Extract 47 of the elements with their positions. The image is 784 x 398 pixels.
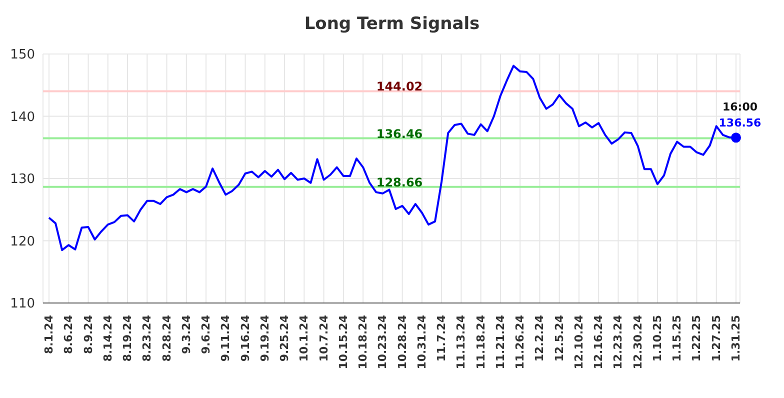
x-tick-label: 1.31.25 [730, 315, 742, 362]
x-tick-label: 1.27.25 [710, 315, 723, 362]
ref-line-label: 144.02 [376, 80, 423, 94]
x-tick-label: 12.10.24 [572, 314, 586, 370]
x-tick-label: 12.2.24 [533, 314, 546, 362]
x-tick-label: 10.31.24 [415, 314, 428, 370]
x-tick-label: 12.16.24 [592, 314, 606, 370]
x-tick-label: 11.21.24 [494, 314, 507, 370]
x-tick-label: 8.9.24 [82, 314, 95, 354]
x-tick-label: 10.18.24 [356, 314, 370, 370]
y-tick-label: 130 [10, 172, 35, 188]
x-tick-label: 8.28.24 [160, 314, 174, 362]
y-tick-label: 150 [10, 48, 35, 63]
x-tick-label: 12.23.24 [612, 314, 625, 370]
x-tick-label: 8.19.24 [121, 314, 134, 362]
annotation: 16:00 [722, 100, 758, 114]
x-tick-label: 10.1.24 [298, 314, 311, 362]
x-tick-label: 12.30.24 [631, 314, 644, 370]
x-tick-label: 10.7.24 [317, 314, 330, 362]
x-tick-label: 8.1.24 [42, 314, 56, 354]
x-tick-label: 11.7.24 [435, 314, 448, 362]
x-tick-label: 1.15.25 [670, 315, 684, 362]
chart-title: Long Term Signals [303, 14, 481, 34]
x-tick-label: 1.22.25 [690, 315, 704, 362]
y-tick-label: 140 [10, 110, 35, 125]
x-tick-label: 8.6.24 [62, 314, 76, 354]
x-tick-label: 11.18.24 [474, 314, 488, 370]
x-tick-label: 10.28.24 [396, 314, 409, 370]
ref-line-label: 136.46 [376, 126, 423, 141]
x-tick-label: 8.14.24 [101, 314, 114, 362]
ref-line-label: 128.66 [376, 175, 423, 190]
x-tick-label: 9.19.24 [258, 314, 272, 362]
x-tick-label: 12.5.24 [552, 314, 566, 362]
x-tick-label: 9.25.24 [278, 314, 292, 362]
x-tick-label: 11.26.24 [514, 314, 527, 370]
y-tick-label: 120 [10, 234, 35, 250]
x-tick-label: 11.13.24 [454, 314, 468, 370]
x-tick-label: 9.16.24 [238, 314, 252, 362]
x-tick-label: 8.23.24 [140, 314, 154, 362]
annotation: 136.56 [718, 116, 762, 130]
x-tick-label: 10.15.24 [336, 314, 350, 370]
x-tick-label: 1.10.25 [650, 315, 664, 362]
x-tick-label: 9.11.24 [219, 314, 232, 362]
x-tick-label: 10.23.24 [376, 314, 390, 370]
x-tick-label: 9.3.24 [180, 314, 193, 354]
x-tick-label: 9.6.24 [200, 314, 213, 354]
y-tick-label: 110 [10, 296, 35, 312]
